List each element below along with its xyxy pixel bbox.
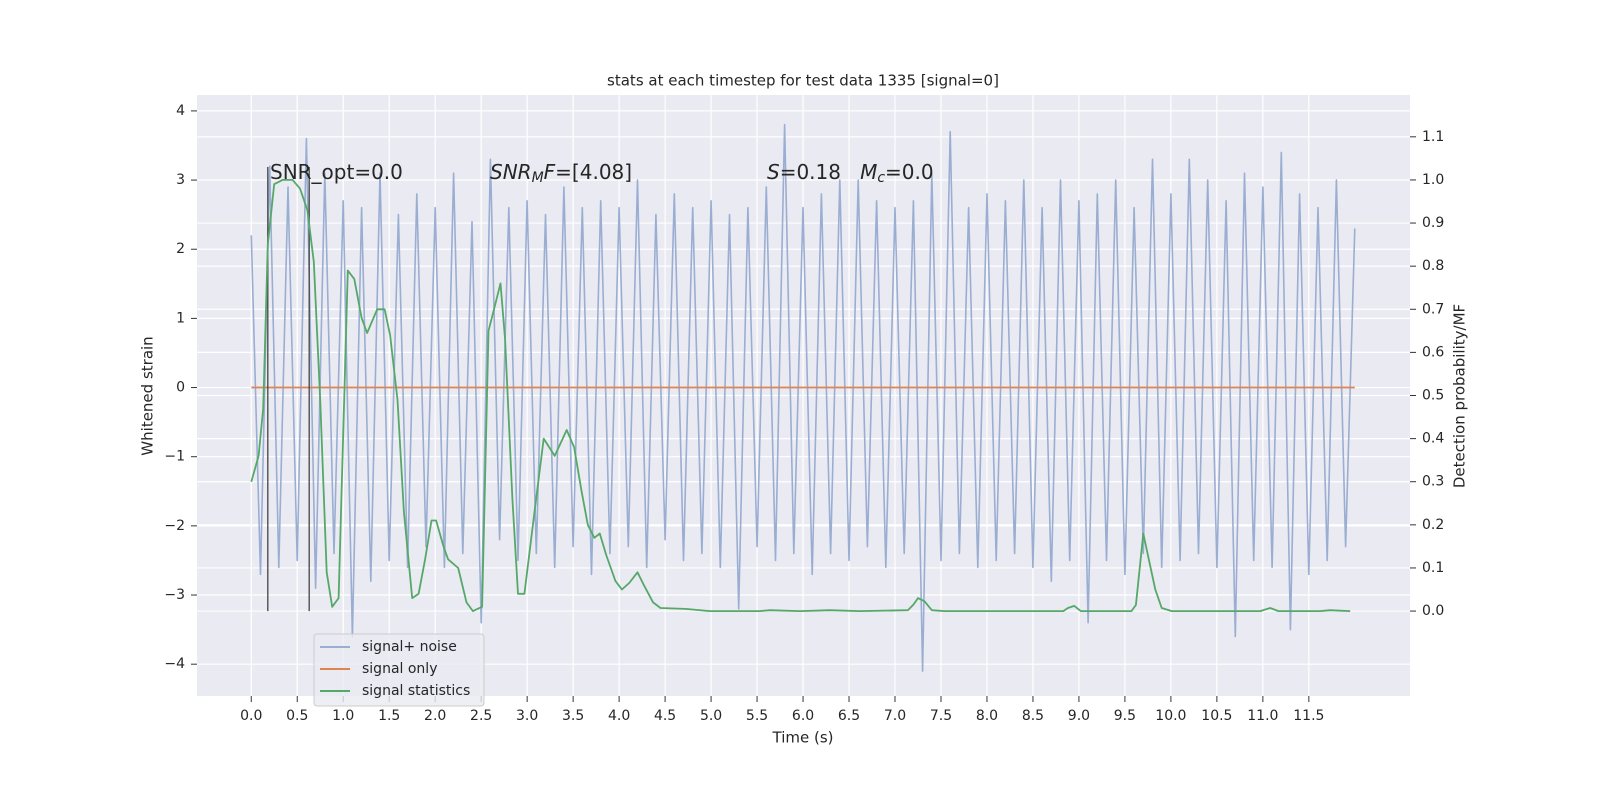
x-tick-label: 3.0 (516, 708, 538, 724)
y2-tick-label: 0.1 (1422, 560, 1444, 576)
legend-label: signal only (362, 661, 437, 677)
y-tick-label: −4 (164, 656, 185, 672)
marks (250, 123, 1356, 672)
x-tick-label: 0.5 (286, 708, 308, 724)
y2-tick-label: 0.6 (1422, 344, 1444, 360)
series-line (250, 179, 1351, 612)
series-line (250, 123, 1356, 672)
x-axis-label: Time (s) (772, 729, 834, 747)
annotation-part: =[4.08] (555, 160, 632, 184)
chart-title: stats at each timestep for test data 133… (607, 72, 999, 90)
y2-tick-label: 0.5 (1422, 388, 1444, 404)
y-axis-label: Whitened strain (139, 336, 157, 455)
x-tick-label: 9.0 (1068, 708, 1090, 724)
x-tick-label: 5.5 (746, 708, 768, 724)
x-tick-label: 4.0 (608, 708, 630, 724)
x-tick-label: 8.0 (976, 708, 998, 724)
annotation: SNR_opt=0.0 (270, 160, 403, 184)
y2-tick-label: 0.0 (1422, 603, 1444, 619)
annotation-part: M (532, 170, 544, 186)
y2-tick-label: 0.2 (1422, 517, 1444, 533)
x-tick-label: 0.0 (240, 708, 262, 724)
x-tick-label: 6.0 (792, 708, 814, 724)
annotation-part: SNR_opt=0.0 (270, 160, 403, 184)
y2-tick-label: 0.9 (1422, 215, 1444, 231)
y2-tick-label: 0.7 (1422, 301, 1444, 317)
legend: signal+ noise signal only signal statistic… (313, 633, 485, 707)
annotation-part: S (767, 160, 780, 184)
y2-tick-label: 0.3 (1422, 474, 1444, 490)
annotation-part: SNR (490, 160, 532, 184)
x-tick-label: 9.5 (1114, 708, 1136, 724)
annotation: S=0.18 Mc=0.0 (767, 160, 934, 187)
annotation-part: c (877, 170, 885, 186)
x-tick-label: 5.0 (700, 708, 722, 724)
y2-tick-label: 1.0 (1422, 172, 1444, 188)
x-tick-label: 1.0 (332, 708, 354, 724)
annotation-part: =0.18 (780, 160, 860, 184)
y2-tick-label: 0.8 (1422, 258, 1444, 274)
y-tick-label: 1 (176, 310, 185, 326)
x-tick-label: 11.0 (1247, 708, 1278, 724)
y-tick-label: 2 (176, 241, 185, 257)
x-tick-label: 8.5 (1022, 708, 1044, 724)
legend-label: signal+ noise (362, 639, 457, 655)
y-tick-label: −1 (164, 449, 185, 465)
y2-tick-label: 0.4 (1422, 431, 1444, 447)
x-tick-label: 10.0 (1155, 708, 1186, 724)
annotation-part: F (544, 160, 556, 184)
y2-tick-label: 1.1 (1422, 129, 1444, 145)
legend-label: signal statistics (362, 683, 470, 699)
x-tick-label: 2.5 (470, 708, 492, 724)
x-tick-label: 2.0 (424, 708, 446, 724)
x-tick-label: 3.5 (562, 708, 584, 724)
labels: 0.0 0.5 1.0 1.5 2.0 2.5 3.0 3.5 4.0 4.5 5.0 5.5 6.0 6… (164, 103, 1444, 724)
y-tick-label: −2 (164, 518, 185, 534)
annotation: SNRMF=[4.08] (490, 160, 632, 187)
x-tick-label: 4.5 (654, 708, 676, 724)
x-tick-label: 1.5 (378, 708, 400, 724)
y-tick-label: 0 (176, 380, 185, 396)
y-tick-label: −3 (164, 587, 185, 603)
y2-axis-label: Detection probability/MF (1451, 304, 1469, 488)
annotation-part: =0.0 (885, 160, 934, 184)
annotation-part: M (860, 160, 877, 184)
x-tick-label: 10.5 (1201, 708, 1232, 724)
x-tick-label: 7.0 (884, 708, 906, 724)
y-tick-label: 4 (176, 103, 185, 119)
x-tick-label: 6.5 (838, 708, 860, 724)
legend-box (313, 633, 485, 707)
x-tick-label: 11.5 (1293, 708, 1324, 724)
y-tick-label: 3 (176, 172, 185, 188)
x-tick-label: 7.5 (930, 708, 952, 724)
